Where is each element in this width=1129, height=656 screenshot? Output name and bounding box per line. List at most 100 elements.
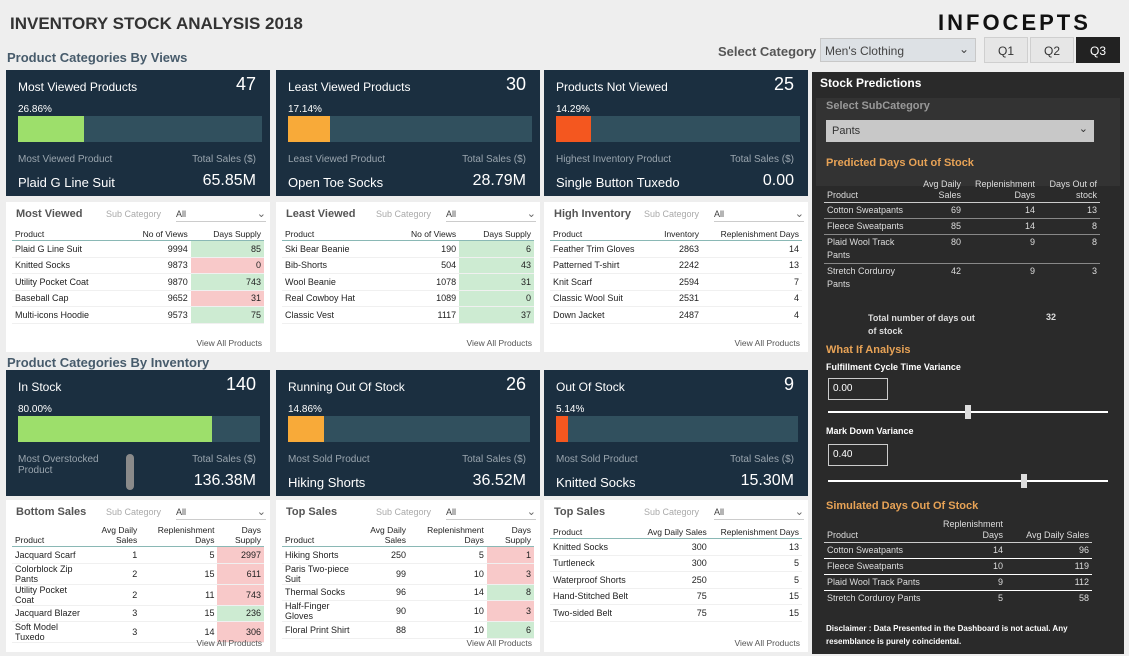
view-all-link[interactable]: View All Products [734,638,800,648]
chevron-down-icon: ⌄ [526,208,536,220]
sub-category-dropdown[interactable]: All ⌄ [176,506,266,520]
table-row[interactable]: Hiking Shorts 250 5 1 [282,546,534,564]
column-header[interactable]: Days Supply [217,524,264,547]
column-header[interactable]: Product [12,524,88,547]
table-cell: Floral Print Shirt [282,621,356,639]
column-header[interactable]: Avg Daily Sales [87,524,141,547]
view-all-link[interactable]: View All Products [466,338,532,348]
table-row[interactable]: Paris Two-piece Suit 99 10 3 [282,563,534,585]
fulfillment-slider[interactable] [828,405,1108,419]
table-row[interactable]: Stretch Corduroy Pants 5 58 [824,590,1092,607]
column-header[interactable]: Days Supply [190,228,264,241]
table-row[interactable]: Colorblock Zip Pants 2 15 611 [12,563,264,585]
table-row[interactable]: Feather Trim Gloves 2863 14 [550,240,802,258]
table-row[interactable]: Down Jacket 2487 4 [550,306,802,324]
sub-category-dropdown[interactable]: All ⌄ [714,506,804,520]
table-row[interactable]: Plaid G Line Suit 9994 85 [12,240,264,258]
sub-category-dropdown[interactable]: All ⌄ [446,208,536,222]
column-header[interactable]: Days Supply [486,524,534,547]
table-row[interactable]: Plaid Wool Track Pants 80 9 8 [824,234,1100,264]
column-header[interactable]: Product [12,228,122,241]
table-row[interactable]: Classic Vest 1117 37 [282,306,534,324]
total-days-value: 32 [1046,312,1057,322]
table-row[interactable]: Plaid Wool Track Pants 9 112 [824,574,1092,591]
table-panel: Top Sales Sub Category All ⌄ Product Avg D… [544,500,808,652]
table-row[interactable]: Stretch Corduroy Pants 42 9 3 [824,263,1100,293]
table-row[interactable]: Baseball Cap 9652 31 [12,290,264,307]
table-row[interactable]: Ski Bear Beanie 190 6 [282,240,534,258]
table-row[interactable]: Utility Pocket Coat 2 11 743 [12,584,264,606]
sub-category-dropdown[interactable]: All ⌄ [714,208,804,222]
sub-category-value: All [176,209,187,219]
slider-handle[interactable] [1021,474,1027,488]
view-card[interactable]: Products Not Viewed 25 14.29% Highest In… [544,70,808,196]
table-row[interactable]: Turtleneck 300 5 [550,555,802,572]
column-header[interactable]: Replenishment Days [702,228,802,241]
view-all-link[interactable]: View All Products [196,338,262,348]
sub-category-label: Sub Category [644,209,700,219]
sub-category-value: All [714,209,725,219]
table-row[interactable]: Knitted Socks 300 13 [550,538,802,556]
table-cell: 99 [355,563,409,585]
subcategory-dropdown[interactable]: Pants ⌄ [826,120,1094,142]
scroll-handle[interactable] [126,454,134,490]
table-row[interactable]: Fleece Sweatpants 10 119 [824,558,1092,575]
column-header[interactable]: Replenishment Days [709,526,802,539]
column-header[interactable]: No of Views [121,228,191,241]
table-row[interactable]: Jacquard Scarf 1 5 2997 [12,546,264,564]
view-all-link[interactable]: View All Products [196,638,262,648]
column-header[interactable]: Days Supply [459,228,534,241]
column-header[interactable]: Inventory [653,228,703,241]
table-row[interactable]: Classic Wool Suit 2531 4 [550,290,802,307]
table-row[interactable]: Knit Scarf 2594 7 [550,273,802,291]
table-row[interactable]: Jacquard Blazer 3 15 236 [12,605,264,622]
inventory-card[interactable]: Out Of Stock 9 5.14% Most Sold Product T… [544,370,808,496]
fulfillment-input[interactable]: 0.00 [828,378,888,400]
column-header[interactable]: Product [282,524,356,547]
table-row[interactable]: Floral Print Shirt 88 10 6 [282,621,534,639]
table-row[interactable]: Waterproof Shorts 250 5 [550,571,802,589]
sub-category-dropdown[interactable]: All ⌄ [446,506,536,520]
table-row[interactable]: Two-sided Belt 75 15 [550,604,802,622]
table-row[interactable]: Cotton Sweatpants 14 96 [824,542,1092,559]
q2-button[interactable]: Q2 [1030,37,1074,63]
view-card[interactable]: Most Viewed Products 47 26.86% Most View… [6,70,270,196]
view-card[interactable]: Least Viewed Products 30 17.14% Least Vi… [276,70,540,196]
column-header[interactable]: Product [550,228,654,241]
slider-handle[interactable] [965,405,971,419]
table-row[interactable]: Multi-icons Hoodie 9573 75 [12,306,264,324]
view-all-link[interactable]: View All Products [734,338,800,348]
table-cell: Wool Beanie [282,273,388,291]
table-row[interactable]: Real Cowboy Hat 1089 0 [282,290,534,307]
markdown-input[interactable]: 0.40 [828,444,888,466]
data-table: Product No of Views Days Supply Plaid G Lin… [12,228,264,324]
sub-category-dropdown[interactable]: All ⌄ [176,208,266,222]
select-category-label: Select Category [718,44,817,59]
category-dropdown[interactable]: Men's Clothing ⌄ [820,38,976,62]
table-row[interactable]: Fleece Sweatpants 85 14 8 [824,218,1100,235]
column-header[interactable]: Replenishment Days [408,524,487,547]
table-row[interactable]: Half-Finger Gloves 90 10 3 [282,600,534,622]
table-row[interactable]: Utility Pocket Coat 9870 743 [12,273,264,291]
table-row[interactable]: Cotton Sweatpants 69 14 13 [824,202,1100,219]
table-row[interactable]: Knitted Socks 9873 0 [12,257,264,274]
table-row[interactable]: Thermal Socks 96 14 8 [282,584,534,601]
column-header[interactable]: Product [282,228,388,241]
view-all-link[interactable]: View All Products [466,638,532,648]
inventory-card[interactable]: In Stock 140 80.00% Most Overstocked Pro… [6,370,270,496]
column-header[interactable]: Replenishment Days [140,524,218,547]
table-row[interactable]: Wool Beanie 1078 31 [282,273,534,291]
table-row[interactable]: Patterned T-shirt 2242 13 [550,257,802,274]
table-row[interactable]: Bib-Shorts 504 43 [282,257,534,274]
markdown-slider[interactable] [828,474,1108,488]
table-cell: 3 [486,600,534,622]
column-header[interactable]: No of Views [387,228,460,241]
table-row[interactable]: Soft Model Tuxedo 3 14 306 [12,621,264,643]
q3-button[interactable]: Q3 [1076,37,1120,63]
column-header[interactable]: Avg Daily Sales [355,524,409,547]
table-row[interactable]: Hand-Stitched Belt 75 15 [550,588,802,605]
q1-button[interactable]: Q1 [984,37,1028,63]
column-header[interactable]: Product [550,526,639,539]
inventory-card[interactable]: Running Out Of Stock 26 14.86% Most Sold… [276,370,540,496]
column-header[interactable]: Avg Daily Sales [638,526,710,539]
